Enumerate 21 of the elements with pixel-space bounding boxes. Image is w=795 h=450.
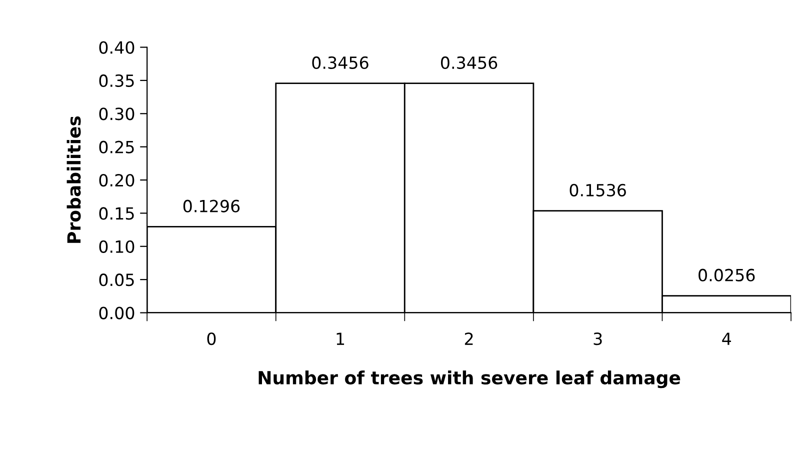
x-tick-label: 3 xyxy=(594,332,602,346)
y-tick-label: 0.20 xyxy=(99,174,134,187)
y-tick-label: 0.10 xyxy=(99,240,134,253)
x-tick-label: 4 xyxy=(722,332,731,345)
data-label: 0.3456 xyxy=(312,56,368,70)
x-tick-label: 1 xyxy=(336,332,344,345)
x-tick-label: 2 xyxy=(464,332,473,345)
y-axis-title: Probabilities xyxy=(66,116,81,243)
data-label: 0.1536 xyxy=(570,184,626,196)
y-tick-label: 0.25 xyxy=(99,140,134,154)
x-tick-label: 0 xyxy=(207,332,216,346)
y-tick-label: 0.00 xyxy=(99,306,134,320)
x-axis-title: Number of trees with severe leaf damage xyxy=(258,370,680,388)
data-label: 0.0256 xyxy=(698,268,755,282)
y-tick-label: 0.05 xyxy=(99,274,134,286)
data-label: 0.3456 xyxy=(440,56,498,70)
y-tick-label: 0.35 xyxy=(99,74,134,88)
data-label: 0.1296 xyxy=(183,200,240,212)
y-tick-label: 0.30 xyxy=(99,108,134,120)
y-tick-label: 0.40 xyxy=(99,41,134,54)
y-tick-label: 0.15 xyxy=(99,207,134,220)
